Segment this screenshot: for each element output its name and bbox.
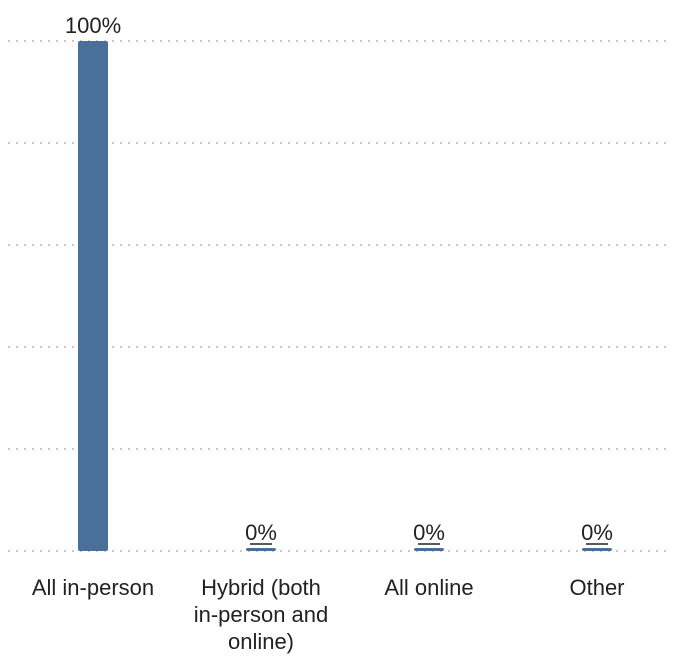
bar <box>78 41 108 551</box>
x-tick-label-line: in-person and <box>193 602 329 627</box>
x-tick-label: Other <box>513 574 678 601</box>
bar <box>582 548 612 551</box>
bar-value-label: 0% <box>413 520 445 545</box>
x-tick-label-line: All online <box>384 575 474 600</box>
bar <box>246 548 276 551</box>
bar-value-label: 0% <box>245 520 277 545</box>
bar-value-label: 0% <box>581 520 613 545</box>
x-tick-label: All online <box>345 574 513 601</box>
x-tick-label-line: Hybrid (both <box>201 575 321 600</box>
x-tick-label: All in-person <box>9 574 177 601</box>
x-tick-label: Hybrid (both in-person and online) <box>177 574 345 655</box>
bar-value-label: 100% <box>65 13 121 38</box>
x-tick-label-line: All in-person <box>31 575 155 600</box>
x-tick-label-line: Other <box>569 575 625 600</box>
bars <box>78 41 612 551</box>
bar <box>414 548 444 551</box>
x-tick-label-line: online) <box>227 629 295 654</box>
value-labels: 100% 0% 0% 0% <box>65 13 613 545</box>
